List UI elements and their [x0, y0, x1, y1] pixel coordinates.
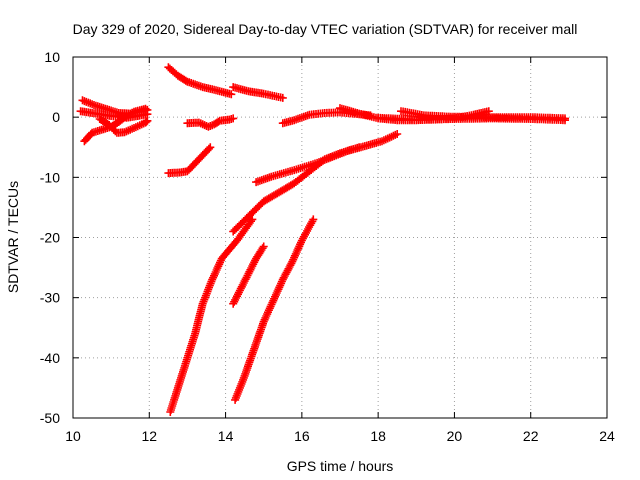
- y-tick-label: -50: [40, 410, 60, 426]
- x-tick-label: 22: [523, 428, 539, 444]
- data-series-9: [278, 108, 375, 128]
- x-tick-label: 14: [218, 428, 234, 444]
- data-point: [248, 215, 257, 224]
- data-series-2: [76, 107, 152, 122]
- data-point: [393, 130, 402, 138]
- x-axis-label: GPS time / hours: [287, 458, 394, 474]
- y-tick-label: -10: [40, 169, 60, 185]
- data-point: [258, 244, 267, 253]
- y-tick-label: -40: [40, 350, 60, 366]
- y-tick-label: -30: [40, 290, 60, 306]
- plot-frame: [72, 56, 608, 419]
- data-point: [204, 144, 213, 153]
- data-series-15: [166, 215, 257, 416]
- data-point: [247, 217, 255, 226]
- data-point: [287, 259, 296, 268]
- data-point: [143, 116, 152, 125]
- x-tick-label: 10: [65, 428, 81, 444]
- x-tick-label: 24: [599, 428, 615, 444]
- data-point: [141, 104, 150, 113]
- data-series-5: [164, 63, 236, 99]
- data-point: [259, 242, 268, 251]
- chart-title: Day 329 of 2020, Sidereal Day-to-day VTE…: [73, 21, 578, 37]
- data-point: [111, 127, 120, 136]
- data-point: [355, 143, 364, 152]
- data-series-12: [374, 113, 569, 125]
- data-point: [227, 90, 236, 99]
- data-point: [229, 114, 238, 123]
- data-point: [278, 93, 287, 102]
- data-series-14: [229, 143, 364, 236]
- x-tick-label: 18: [370, 428, 386, 444]
- data-point: [181, 76, 190, 85]
- data-points: [76, 63, 569, 416]
- axis-ticks: 10 12 14 16 18 20 22 24 -50 -40 -30 -20 -10 0 10: [40, 49, 615, 444]
- y-tick-label: 10: [44, 49, 60, 65]
- x-tick-label: 12: [141, 428, 157, 444]
- data-series-4: [95, 115, 152, 137]
- data-series-16: [229, 242, 268, 308]
- x-tick-label: 20: [447, 428, 463, 444]
- data-series-17: [231, 215, 318, 404]
- data-series-8: [164, 143, 215, 178]
- y-tick-label: 0: [52, 109, 60, 125]
- data-series-6: [229, 83, 287, 102]
- data-point: [561, 116, 569, 125]
- data-series-7: [183, 114, 238, 131]
- data-point: [484, 107, 493, 116]
- data-point: [206, 143, 215, 152]
- x-tick-label: 16: [294, 428, 310, 444]
- y-axis-label: SDTVAR / TECUs: [5, 181, 21, 293]
- data-point: [309, 215, 318, 224]
- data-point: [142, 117, 151, 126]
- y-tick-label: -20: [40, 230, 60, 246]
